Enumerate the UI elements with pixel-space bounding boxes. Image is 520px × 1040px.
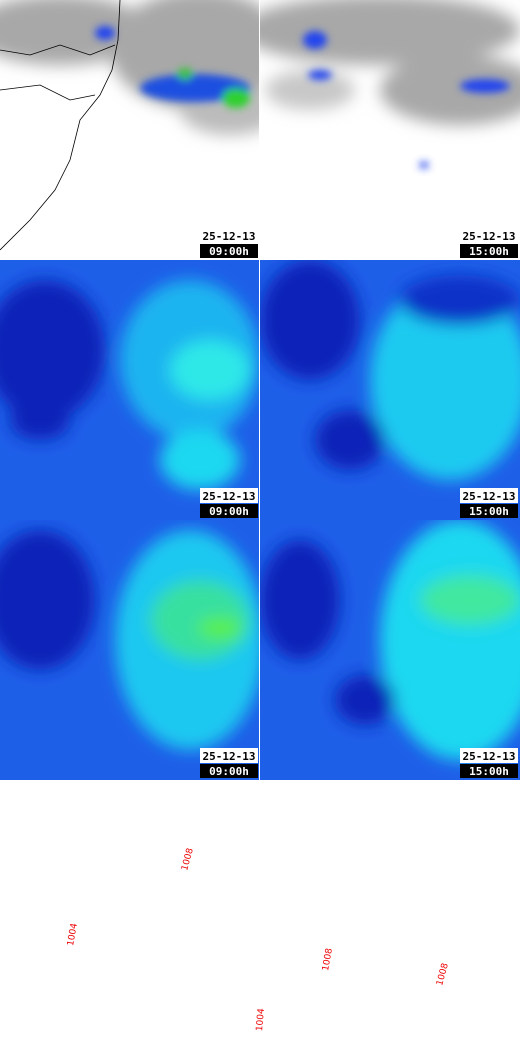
date-box bbox=[200, 488, 258, 503]
contour-label: 1004 bbox=[255, 1008, 267, 1032]
field-panel bbox=[0, 520, 260, 780]
time-label: 15:00h bbox=[469, 245, 509, 258]
time-label: 09:00h bbox=[209, 245, 249, 258]
date-box bbox=[460, 748, 518, 763]
field-panel bbox=[260, 260, 520, 520]
border bbox=[0, 84, 96, 101]
time-box bbox=[200, 504, 258, 518]
date-box bbox=[460, 228, 518, 243]
time-box bbox=[460, 244, 518, 258]
date-label: 25-12-13 bbox=[203, 490, 256, 503]
time-box bbox=[200, 764, 258, 778]
cloud-panel bbox=[0, 0, 260, 260]
time-box bbox=[460, 764, 518, 778]
time-box bbox=[200, 244, 258, 258]
coastline bbox=[0, 0, 121, 251]
coastline bbox=[0, 0, 121, 251]
date-label: 25-12-13 bbox=[463, 750, 516, 763]
date-label: 25-12-13 bbox=[463, 230, 516, 243]
time-box bbox=[460, 504, 518, 518]
field-panel bbox=[0, 260, 260, 520]
time-label: 15:00h bbox=[469, 505, 509, 518]
time-label: 15:00h bbox=[469, 765, 509, 778]
border bbox=[0, 44, 116, 56]
field-panel bbox=[260, 520, 520, 780]
date-box bbox=[460, 488, 518, 503]
date-box bbox=[200, 748, 258, 763]
contour-label: 1008 bbox=[321, 947, 335, 972]
date-label: 25-12-13 bbox=[463, 490, 516, 503]
date-label: 25-12-13 bbox=[203, 750, 256, 763]
date-box bbox=[200, 228, 258, 243]
contour-label: 1004 bbox=[66, 922, 80, 947]
time-label: 09:00h bbox=[209, 505, 249, 518]
date-label: 25-12-13 bbox=[203, 230, 256, 243]
time-label: 09:00h bbox=[209, 765, 249, 778]
cloud-panel bbox=[260, 0, 520, 260]
